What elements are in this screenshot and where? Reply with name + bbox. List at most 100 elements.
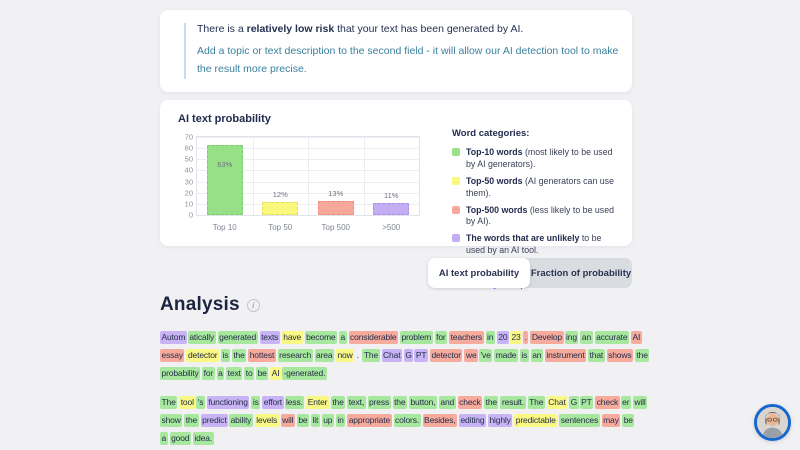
highlighted-token: G: [569, 395, 579, 409]
highlighted-token: essay: [160, 348, 185, 362]
highlighted-token: predictable: [514, 413, 558, 427]
highlighted-token: now: [335, 348, 355, 362]
chart-title: AI text probability: [178, 113, 271, 125]
risk-hint-text: Add a topic or text description to the s…: [197, 45, 619, 75]
highlighted-token: the: [330, 395, 346, 409]
legend-item-text: Top-50 words (AI generators can use them…: [466, 175, 614, 198]
x-axis-category-label: >500: [382, 223, 401, 232]
highlighted-token: -generated.: [281, 366, 327, 380]
y-axis-tick-label: 40: [184, 165, 193, 175]
info-icon[interactable]: i: [246, 298, 260, 312]
highlighted-token: Autom: [160, 330, 187, 344]
highlighted-token: in: [485, 330, 495, 344]
bar-value-label: 11%: [384, 190, 399, 200]
analysis-line: a good idea.: [160, 428, 680, 446]
highlighted-token: an: [530, 348, 543, 362]
bar-value-label: 13%: [328, 188, 344, 198]
y-axis-tick-label: 20: [184, 188, 193, 198]
bar-slot: 63%: [197, 137, 253, 215]
bar-slot: 13%: [308, 137, 364, 215]
highlighted-token: Enter: [306, 395, 329, 409]
analysis-title: Analysis: [160, 294, 240, 315]
bar-chart-plot: 0 10 20 30 40 50 60 70 Top 10 63% Top 50 12% Top 500…: [185, 133, 420, 232]
legend-swatch-icon: [452, 234, 460, 243]
ai-probability-chart-card: AI text probability 0 10 20 30 40 50 60 70 Top 1…: [160, 100, 632, 289]
gridline-vertical: [252, 137, 254, 215]
highlighted-token: the: [484, 395, 499, 409]
y-axis-tick-label: 30: [184, 177, 193, 187]
highlighted-token: detector: [186, 348, 219, 362]
highlighted-token: Chat: [546, 395, 568, 409]
bar-top-500: [317, 200, 354, 215]
y-axis-tick-label: 0: [188, 210, 193, 220]
highlighted-token: considerable: [348, 330, 398, 344]
tab-fraction-of-probability[interactable]: Fraction of probability: [530, 258, 632, 288]
highlighted-token: the: [634, 348, 650, 362]
highlighted-token: up: [321, 413, 334, 427]
highlighted-token: AI: [270, 366, 281, 380]
legend-swatch-icon: [452, 148, 460, 156]
highlighted-token: The: [527, 395, 545, 409]
highlighted-token: be: [296, 413, 309, 427]
highlighted-token: a: [160, 431, 168, 445]
highlighted-token: teachers: [449, 330, 484, 344]
highlighted-token: hottest: [248, 348, 276, 362]
bar-value-label: 12%: [272, 189, 288, 199]
highlighted-token: be: [622, 413, 635, 427]
highlighted-token: is: [519, 348, 529, 362]
highlighted-token: predict: [200, 413, 229, 427]
tab-ai-text-probability[interactable]: AI text probability: [428, 258, 530, 288]
highlighted-token: PT: [414, 348, 428, 362]
highlighted-token: The: [160, 395, 178, 409]
highlighted-token: will: [632, 395, 648, 409]
highlighted-token: editing: [458, 413, 486, 427]
legend-item: Top-500 words (less likely to be used by…: [452, 205, 620, 229]
highlighted-token: atically: [187, 330, 216, 344]
highlighted-token: check: [457, 395, 483, 409]
highlighted-token: colors.: [393, 413, 421, 427]
highlighted-token: that: [588, 348, 605, 362]
chat-widget-avatar-button[interactable]: [754, 404, 791, 441]
highlighted-token: effort: [262, 395, 284, 409]
risk-summary-suffix: that your text has been generated by AI.: [334, 23, 524, 35]
highlighted-token: may: [601, 413, 621, 427]
highlighted-token: is: [251, 395, 261, 409]
legend-items: Top-10 words (most likely to be used by …: [452, 147, 620, 257]
highlighted-token: generated: [217, 330, 258, 344]
highlighted-token: for: [434, 330, 448, 344]
analysis-line: probability for a text to be AI -generated.: [160, 363, 680, 381]
highlighted-token: texts: [259, 330, 280, 344]
highlighted-token: highly: [487, 413, 513, 427]
highlighted-token: become: [304, 330, 337, 344]
highlighted-token: sentences: [559, 413, 600, 427]
highlighted-token: and: [438, 395, 456, 409]
highlighted-token: .: [523, 330, 529, 344]
highlighted-token: Besides,: [422, 413, 457, 427]
y-axis-tick-label: 60: [184, 143, 193, 153]
highlighted-token: good: [169, 431, 191, 445]
y-axis-tick-label: 50: [184, 154, 193, 164]
highlighted-token: detector: [429, 348, 463, 362]
highlighted-token: The: [362, 348, 380, 362]
bar-top-50: [262, 201, 299, 215]
risk-summary-prefix: There is a: [197, 23, 247, 35]
legend-item-text: Top-10 words (most likely to be used by …: [466, 147, 613, 169]
highlighted-token: probability: [160, 366, 201, 380]
legend-swatch-icon: [452, 176, 460, 185]
bar-value-label: 63%: [217, 159, 233, 169]
highlighted-token: button,: [408, 395, 437, 409]
legend-item: Top-10 words (most likely to be used by …: [452, 147, 620, 171]
highlighted-token: is: [220, 348, 230, 362]
highlighted-token: made: [494, 348, 518, 362]
highlighted-token: the: [231, 348, 247, 362]
gridline-vertical: [308, 137, 309, 215]
highlighted-text-body: Autom atically generated texts have become a co…: [160, 327, 680, 446]
risk-level-text: relatively low risk: [246, 23, 335, 35]
chart-view-toggle: AI text probability Fraction of probabili…: [428, 258, 632, 288]
highlighted-token: less.: [284, 395, 305, 409]
risk-message-inner: There is a relatively low risk that your…: [184, 23, 618, 79]
highlighted-token: text,: [347, 395, 366, 409]
highlighted-token: Chat: [381, 348, 402, 362]
highlighted-token: a: [338, 330, 347, 344]
highlighted-token: text: [226, 366, 243, 380]
